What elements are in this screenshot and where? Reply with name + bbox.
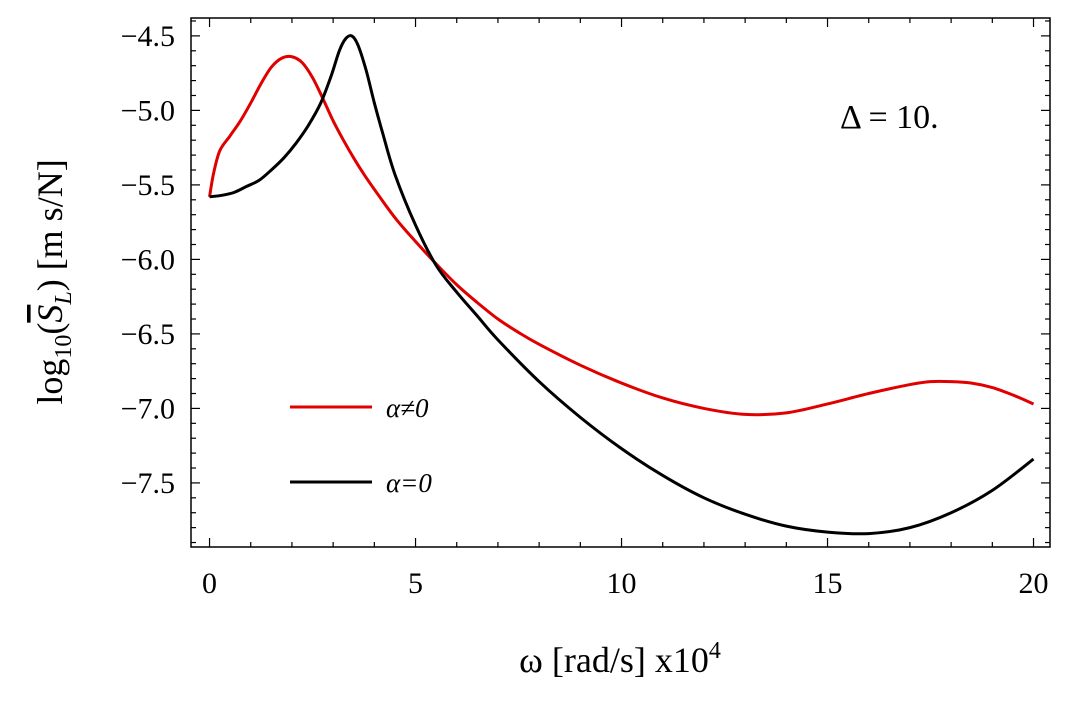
y-axis-title-units: ) [m s/N] (30, 159, 70, 291)
x-tick-label: 10 (607, 567, 637, 600)
y-tick-label: −5.0 (121, 94, 175, 127)
y-axis-title-sub2: L (51, 291, 77, 305)
y-tick-label: −6.5 (121, 318, 175, 351)
x-tick-label: 20 (1019, 567, 1049, 600)
y-tick-label: −6.0 (121, 243, 175, 276)
legend-label-alpha-nonzero: α≠0 (386, 393, 429, 423)
y-axis-title-sub1: 10 (51, 335, 77, 359)
series-line-alpha-zero (209, 34, 1035, 536)
tick-labels: 0 5 10 15 20 −7.5 −7.0 −6.5 −6.0 −5.5 −5.0 −4.5 (121, 20, 1049, 600)
y-axis-title: log10(SL) [m s/N] (30, 159, 77, 404)
x-tick-label: 0 (202, 567, 217, 600)
y-axis-title-paren: ( (30, 323, 70, 335)
x-tick-label: 15 (813, 567, 843, 600)
annotation-delta: Δ = 10. (840, 99, 939, 136)
legend: α≠0 α=0 (290, 393, 432, 498)
y-axis-title-symbol: S (30, 305, 70, 323)
y-tick-label: −7.5 (121, 467, 175, 500)
plot-frame (190, 17, 1051, 548)
x-axis-title-base: ω [rad/s] x10 (519, 640, 709, 680)
y-tick-label: −4.5 (121, 20, 175, 53)
y-axis-title-log: log (30, 359, 70, 405)
ticks (191, 18, 1050, 547)
x-axis-title-exponent: 4 (709, 638, 721, 664)
y-tick-label: −5.5 (121, 169, 175, 202)
series-layer (208, 34, 1035, 536)
legend-label-alpha-zero: α=0 (386, 468, 432, 498)
y-tick-label: −7.0 (121, 392, 175, 425)
x-axis-title: ω [rad/s] x104 (519, 638, 721, 680)
x-tick-label: 5 (408, 567, 423, 600)
